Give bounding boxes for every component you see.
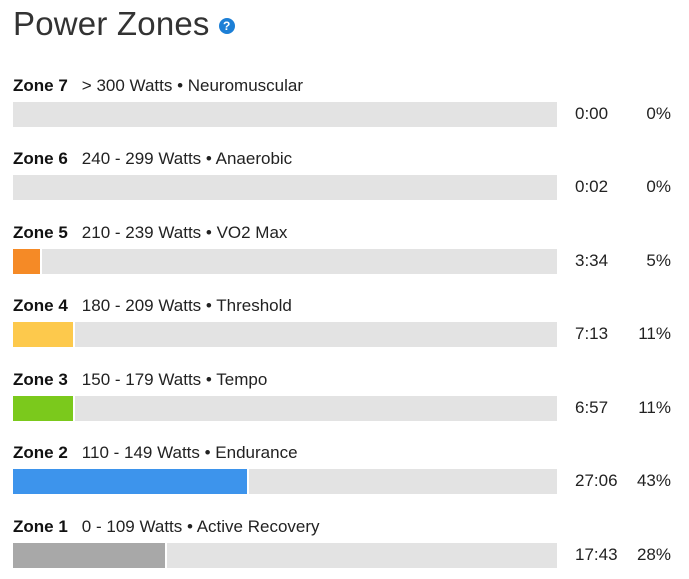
zone-percent: 11% xyxy=(638,324,671,343)
zone-percent: 28% xyxy=(636,545,671,564)
zone-bar-track[interactable] xyxy=(13,249,557,274)
page-title: Power Zones xyxy=(13,5,210,42)
zone-row-5: Zone 5 210 - 239 Watts • VO2 Max 3:34 5% xyxy=(0,222,689,282)
zone-name: Zone 6 xyxy=(13,149,68,168)
zone-bar-track[interactable] xyxy=(13,396,557,421)
zone-bar-fill xyxy=(13,396,75,421)
zone-bar-fill xyxy=(13,249,42,274)
zone-row-2: Zone 2 110 - 149 Watts • Endurance 27:06 … xyxy=(0,442,689,502)
zone-label: Zone 5 210 - 239 Watts • VO2 Max xyxy=(13,222,287,244)
help-icon[interactable]: ? xyxy=(218,18,235,34)
zone-bar-track[interactable] xyxy=(13,175,557,200)
zone-name: Zone 5 xyxy=(13,223,68,242)
zone-name: Zone 1 xyxy=(13,517,68,536)
zone-time: 0:00 xyxy=(575,104,609,123)
zone-bar-track[interactable] xyxy=(13,543,557,568)
zone-percent: 5% xyxy=(646,251,671,270)
zone-time: 0:02 xyxy=(575,177,609,196)
zone-bar-track[interactable] xyxy=(13,102,557,127)
zone-percent: 0% xyxy=(646,177,671,196)
zone-label: Zone 7 > 300 Watts • Neuromuscular xyxy=(13,75,303,97)
zone-row-1: Zone 1 0 - 109 Watts • Active Recovery 17… xyxy=(0,516,689,576)
zone-label: Zone 3 150 - 179 Watts • Tempo xyxy=(13,369,267,391)
zone-time: 27:06 xyxy=(575,471,618,490)
zone-percent: 11% xyxy=(638,398,671,417)
zone-label: Zone 2 110 - 149 Watts • Endurance xyxy=(13,442,298,464)
zone-time: 6:57 xyxy=(575,398,609,417)
zone-label: Zone 4 180 - 209 Watts • Threshold xyxy=(13,295,292,317)
zone-row-4: Zone 4 180 - 209 Watts • Threshold 7:13 1… xyxy=(0,295,689,355)
zone-bar-track[interactable] xyxy=(13,322,557,347)
page-header: Power Zones ? xyxy=(13,2,235,46)
zone-row-7: Zone 7 > 300 Watts • Neuromuscular 0:00 0… xyxy=(0,75,689,135)
zone-description: 0 - 109 Watts • Active Recovery xyxy=(81,517,320,536)
zone-description: 210 - 239 Watts • VO2 Max xyxy=(81,223,288,242)
zone-time: 3:34 xyxy=(575,251,609,270)
zone-time: 7:13 xyxy=(575,324,609,343)
zone-description: 150 - 179 Watts • Tempo xyxy=(81,370,268,389)
zone-name: Zone 7 xyxy=(13,76,68,95)
zone-description: 240 - 299 Watts • Anaerobic xyxy=(81,149,293,168)
zone-percent: 0% xyxy=(646,104,671,123)
zone-name: Zone 3 xyxy=(13,370,68,389)
zone-row-6: Zone 6 240 - 299 Watts • Anaerobic 0:02 0… xyxy=(0,148,689,208)
zone-percent: 43% xyxy=(636,471,671,490)
zone-bar-track[interactable] xyxy=(13,469,557,494)
zone-bar-fill xyxy=(13,322,75,347)
zone-name: Zone 2 xyxy=(13,443,68,462)
zone-row-3: Zone 3 150 - 179 Watts • Tempo 6:57 11% xyxy=(0,369,689,429)
zone-label: Zone 1 0 - 109 Watts • Active Recovery xyxy=(13,516,320,538)
zone-bar-fill xyxy=(13,543,167,568)
zone-time: 17:43 xyxy=(575,545,618,564)
zone-name: Zone 4 xyxy=(13,296,68,315)
zone-bar-fill xyxy=(13,469,249,494)
zone-description: > 300 Watts • Neuromuscular xyxy=(81,76,304,95)
zone-description: 180 - 209 Watts • Threshold xyxy=(81,296,292,315)
zone-label: Zone 6 240 - 299 Watts • Anaerobic xyxy=(13,148,292,170)
zone-description: 110 - 149 Watts • Endurance xyxy=(81,443,298,462)
